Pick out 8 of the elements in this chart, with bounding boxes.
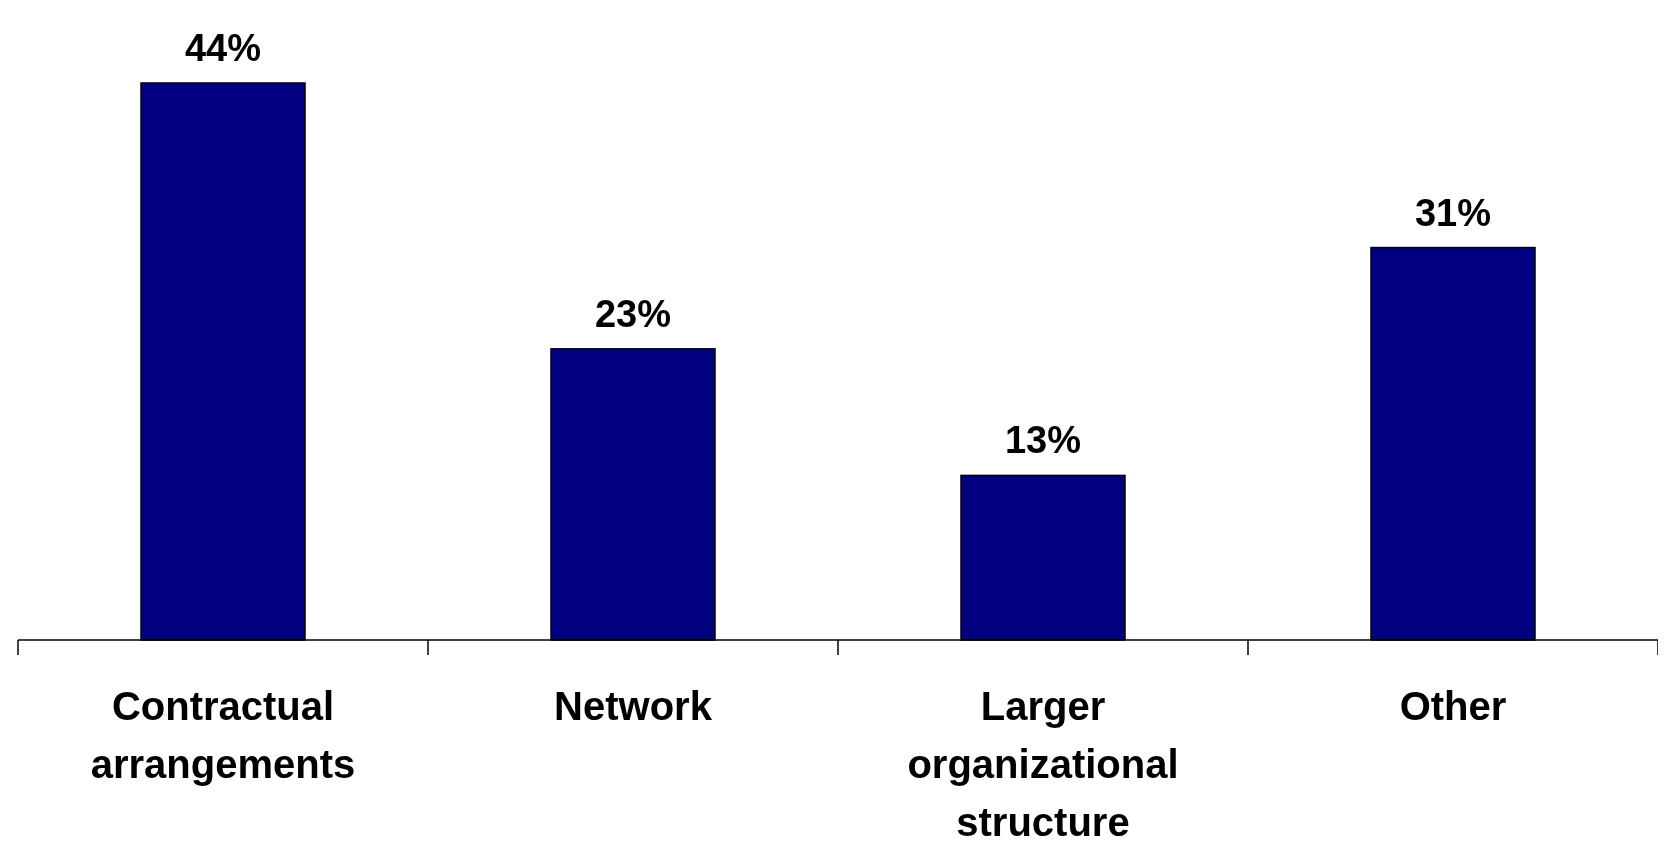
data-label: 13% xyxy=(1004,419,1082,462)
data-label: 23% xyxy=(594,292,672,335)
data-label: 44% xyxy=(184,27,262,69)
data-label: 31% xyxy=(1414,191,1492,234)
x-tick-label: Other xyxy=(1399,684,1507,728)
x-tick-label: Larger organizational structure xyxy=(907,684,1179,844)
x-tick-label: Contractual arrangements xyxy=(90,684,356,786)
x-tick-label: Network xyxy=(554,684,713,728)
